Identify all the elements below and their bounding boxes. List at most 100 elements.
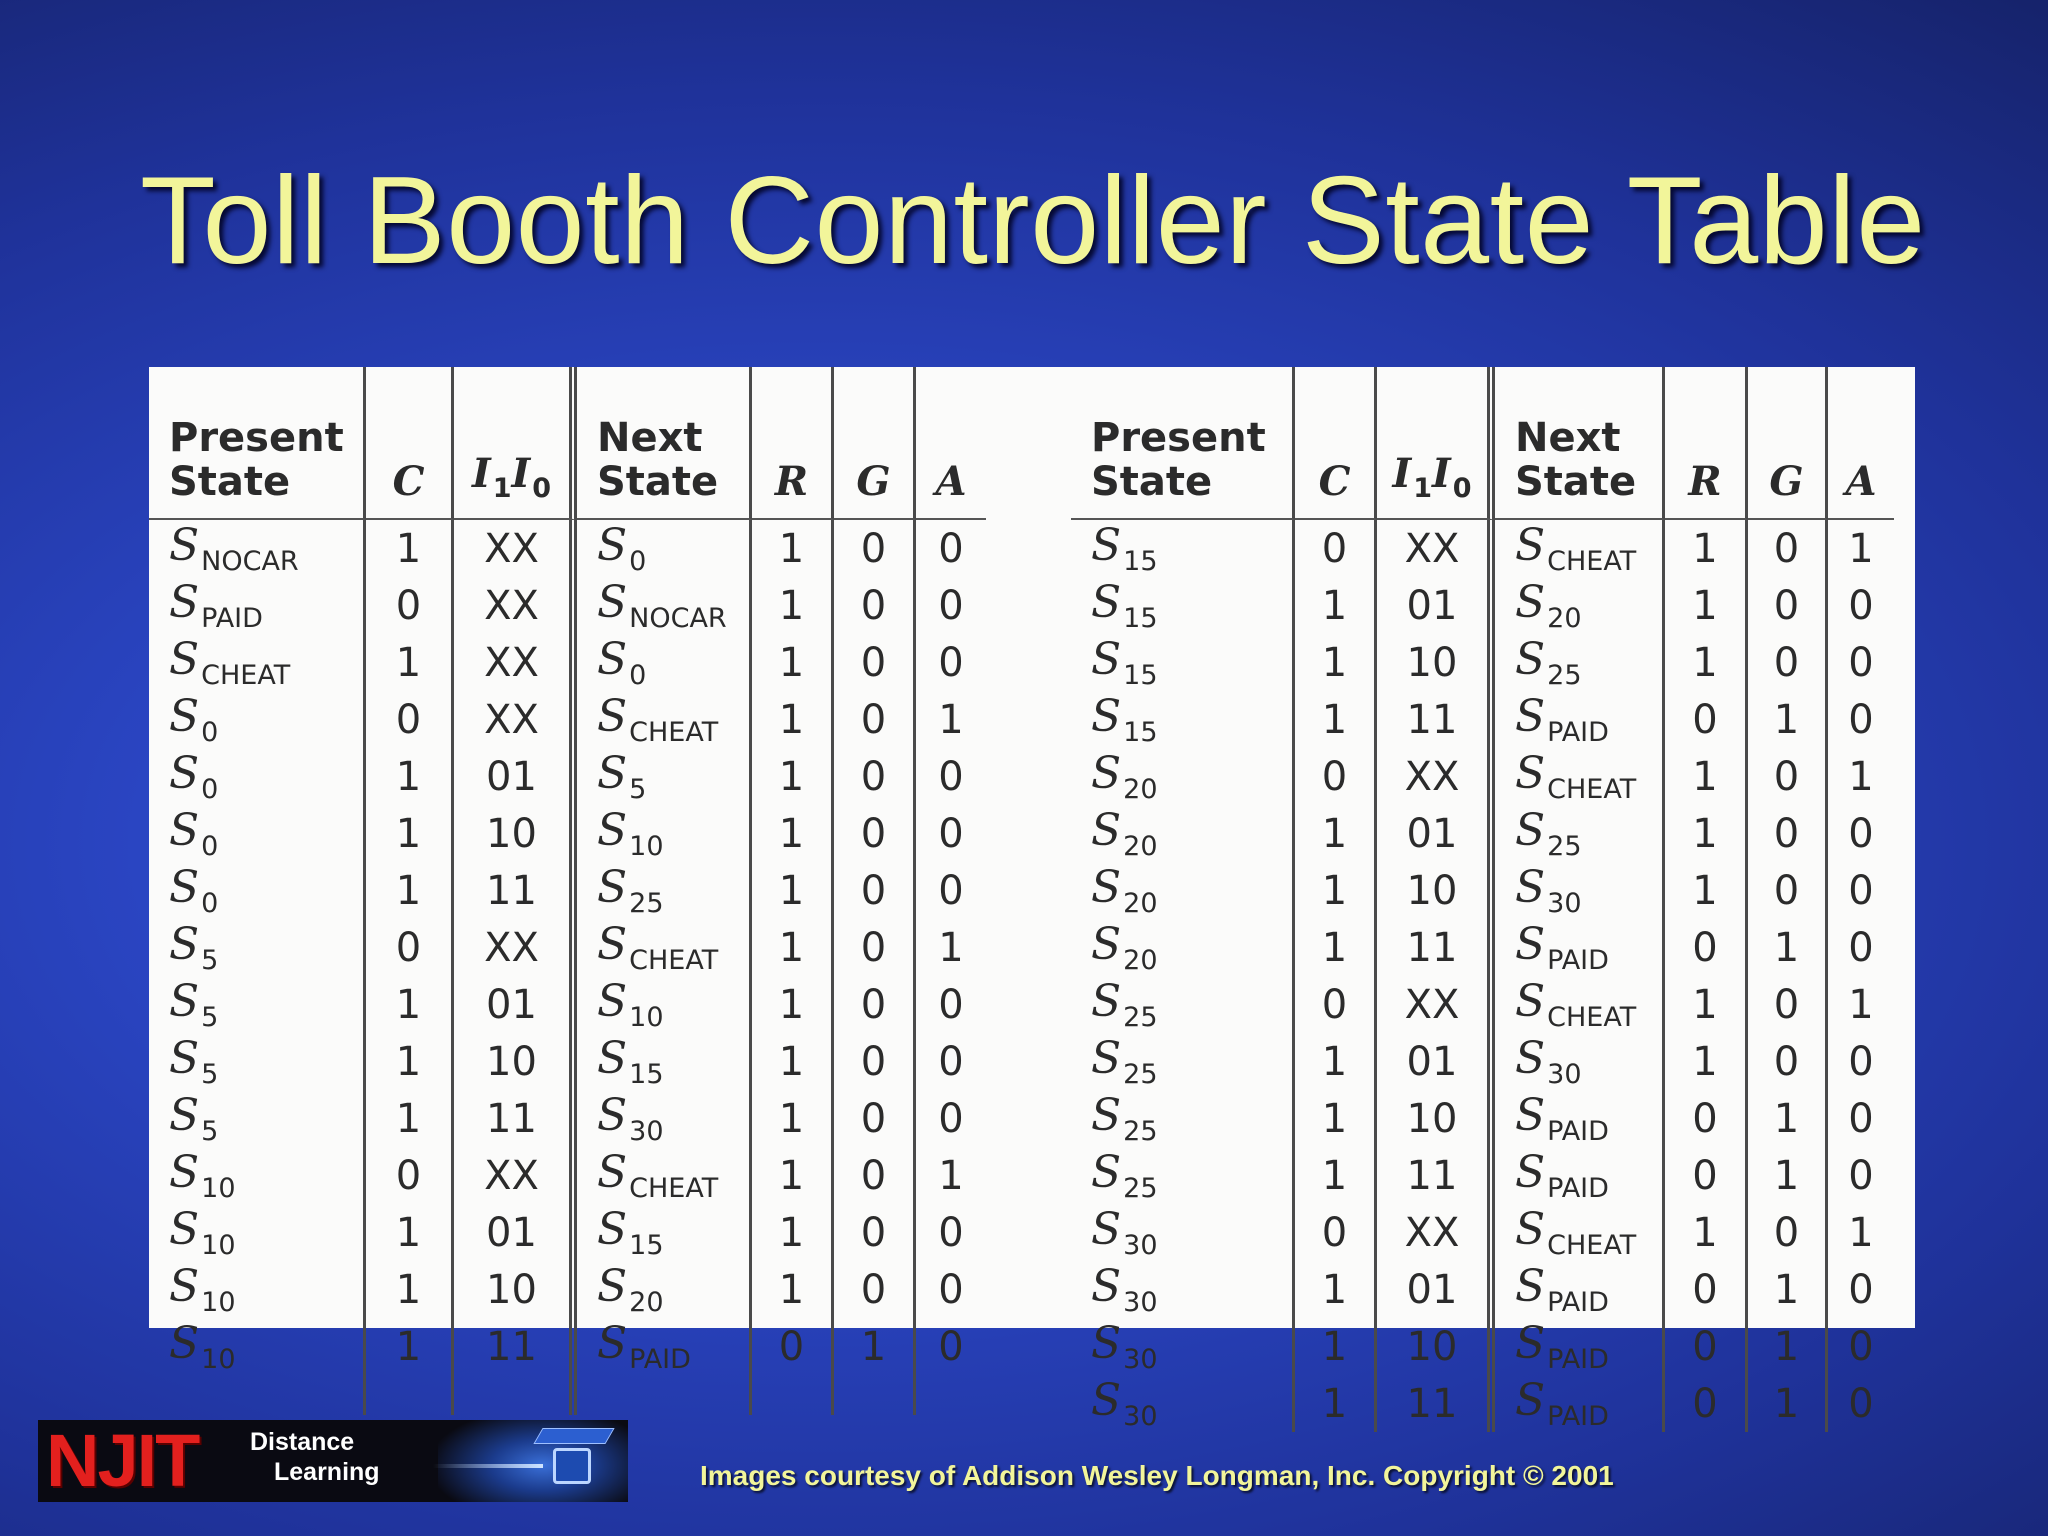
- g-cell: 0: [834, 634, 916, 691]
- next-state-cell: S10: [577, 976, 752, 1033]
- table-row: SCHEAT 1 XX S0 1 0 0: [149, 634, 986, 691]
- monitor-icon: [553, 1448, 591, 1484]
- next-state-cell: SCHEAT: [577, 691, 752, 748]
- present-state-cell: S5: [149, 919, 366, 976]
- present-state-cell: S15: [1071, 691, 1295, 748]
- r-cell: 1: [1665, 1204, 1748, 1261]
- a-cell: 1: [1848, 525, 1874, 572]
- i1i0-cell: 11: [454, 862, 577, 919]
- table-row: S30 1 10 SPAID 0 1 0: [1071, 1318, 1894, 1375]
- table-row: S15 0 XX SCHEAT 1 0 1: [1071, 520, 1894, 577]
- i1i0-cell: XX: [1377, 748, 1495, 805]
- next-state-cell: S25: [1495, 805, 1665, 862]
- c-cell: 0: [1295, 748, 1377, 805]
- r-cell: 0: [1665, 1375, 1748, 1432]
- footer-credit: Images courtesy of Addison Wesley Longma…: [700, 1460, 1614, 1491]
- present-state-cell: S15: [1071, 577, 1295, 634]
- present-state-cell: S20: [1071, 862, 1295, 919]
- c-cell: 1: [1295, 1318, 1377, 1375]
- a-cell: 0: [1848, 1380, 1874, 1427]
- header-present-state: Present State: [149, 367, 366, 520]
- g-cell: 0: [1748, 976, 1828, 1033]
- c-cell: 1: [1295, 1090, 1377, 1147]
- c-cell: 0: [366, 1147, 454, 1204]
- a-cell: 0: [938, 582, 964, 629]
- next-state-cell: SCHEAT: [577, 1147, 752, 1204]
- i1i0-cell: XX: [1377, 520, 1495, 577]
- present-state-cell: SCHEAT: [149, 634, 366, 691]
- c-cell: 1: [1295, 577, 1377, 634]
- g-cell: 1: [834, 1318, 916, 1375]
- a-cell: 0: [938, 753, 964, 800]
- c-cell: 0: [366, 577, 454, 634]
- table-row: S10 1 10 S20 1 0 0: [149, 1261, 986, 1318]
- table-row: S25 1 10 SPAID 0 1 0: [1071, 1090, 1894, 1147]
- r-cell: 1: [1665, 748, 1748, 805]
- a-cell: 0: [938, 1266, 964, 1313]
- i1i0-cell: 01: [454, 748, 577, 805]
- table-row: S5 0 XX SCHEAT 1 0 1: [149, 919, 986, 976]
- next-state-cell: S15: [577, 1033, 752, 1090]
- present-state-cell: S10: [149, 1204, 366, 1261]
- g-cell: 1: [1748, 1318, 1828, 1375]
- c-cell: 1: [366, 748, 454, 805]
- next-state-cell: SPAID: [1495, 1375, 1665, 1432]
- table-row: S5 1 01 S10 1 0 0: [149, 976, 986, 1033]
- i1i0-cell: 11: [454, 1318, 577, 1375]
- table-row: S25 0 XX SCHEAT 1 0 1: [1071, 976, 1894, 1033]
- g-cell: 0: [834, 976, 916, 1033]
- table-row: S0 1 10 S10 1 0 0: [149, 805, 986, 862]
- present-state-cell: S30: [1071, 1261, 1295, 1318]
- a-cell: 0: [938, 639, 964, 686]
- present-state-cell: S0: [149, 691, 366, 748]
- r-cell: 1: [752, 805, 834, 862]
- present-state-cell: S0: [149, 805, 366, 862]
- i1i0-cell: 10: [1377, 862, 1495, 919]
- g-cell: 0: [834, 805, 916, 862]
- next-state-cell: SPAID: [1495, 1318, 1665, 1375]
- present-state-cell: S10: [149, 1318, 366, 1375]
- r-cell: 1: [1665, 634, 1748, 691]
- a-cell: 0: [938, 867, 964, 914]
- next-state-cell: SNOCAR: [577, 577, 752, 634]
- r-cell: 1: [1665, 577, 1748, 634]
- r-cell: 1: [752, 748, 834, 805]
- present-state-cell: S25: [1071, 1147, 1295, 1204]
- g-cell: 0: [834, 919, 916, 976]
- i1i0-cell: XX: [454, 691, 577, 748]
- table-row: S15 1 01 S20 1 0 0: [1071, 577, 1894, 634]
- header-next-state: Next State: [577, 367, 752, 520]
- present-state-cell: S25: [1071, 1090, 1295, 1147]
- r-cell: 1: [752, 919, 834, 976]
- g-cell: 0: [1748, 805, 1828, 862]
- i1i0-cell: XX: [454, 1147, 577, 1204]
- table-header-row: Present State C I1I0 Next State R G A: [1071, 367, 1894, 520]
- next-state-cell: S20: [1495, 577, 1665, 634]
- present-state-cell: S5: [149, 1033, 366, 1090]
- table-row: SPAID 0 XX SNOCAR 1 0 0: [149, 577, 986, 634]
- a-cell: 0: [938, 981, 964, 1028]
- logo-light-beam: [433, 1464, 543, 1468]
- present-state-cell: S5: [149, 976, 366, 1033]
- r-cell: 0: [1665, 919, 1748, 976]
- g-cell: 0: [1748, 748, 1828, 805]
- a-cell: 0: [938, 1038, 964, 1085]
- table-row: S25 1 11 SPAID 0 1 0: [1071, 1147, 1894, 1204]
- i1i0-cell: 10: [1377, 1090, 1495, 1147]
- c-cell: 1: [1295, 805, 1377, 862]
- i1i0-cell: 11: [1377, 1147, 1495, 1204]
- next-state-cell: S0: [577, 520, 752, 577]
- g-cell: 0: [834, 520, 916, 577]
- table-row: S10 0 XX SCHEAT 1 0 1: [149, 1147, 986, 1204]
- present-state-cell: SPAID: [149, 577, 366, 634]
- table-header-row: Present State C I1I0 Next State R G A: [149, 367, 986, 520]
- state-table-right: Present State C I1I0 Next State R G A S15 0…: [1071, 367, 1894, 1432]
- r-cell: 1: [752, 691, 834, 748]
- c-cell: 0: [1295, 976, 1377, 1033]
- a-cell: 1: [938, 924, 964, 971]
- g-cell: 0: [834, 1090, 916, 1147]
- table-row: S30 1 11 SPAID 0 1 0: [1071, 1375, 1894, 1432]
- state-table-panel: Present State C I1I0 Next State R G A SNOC…: [149, 367, 1915, 1432]
- table-row: S0 0 XX SCHEAT 1 0 1: [149, 691, 986, 748]
- i1i0-cell: 11: [454, 1090, 577, 1147]
